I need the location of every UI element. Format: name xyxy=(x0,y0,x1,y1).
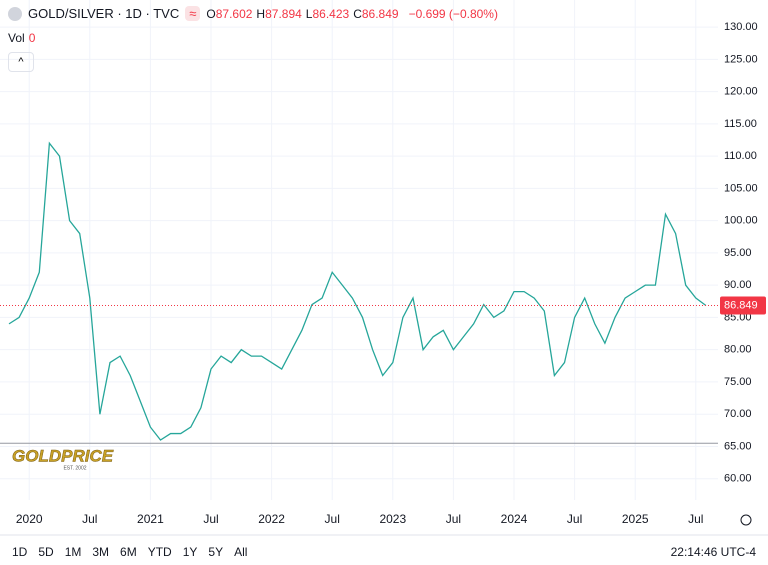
y-tick-label: 75.00 xyxy=(724,376,752,388)
y-tick-label: 105.00 xyxy=(724,182,758,194)
ohlc-value: 87.602 xyxy=(215,6,253,21)
ohlc-key: H xyxy=(256,6,266,21)
range-button[interactable]: YTD xyxy=(147,545,172,559)
badge[interactable]: ≈ xyxy=(185,6,201,21)
range-button[interactable]: 5Y xyxy=(208,545,224,559)
ohlc-key: C xyxy=(353,6,362,21)
x-tick-label: 2021 xyxy=(137,512,164,526)
y-tick-label: 60.00 xyxy=(724,473,752,485)
y-tick-label: 65.00 xyxy=(724,440,752,452)
range-button[interactable]: 1M xyxy=(64,545,82,559)
ohlc-key: L xyxy=(305,6,313,21)
last-price-box xyxy=(720,296,766,315)
y-tick-label: 70.00 xyxy=(724,408,752,420)
y-tick-label: 80.00 xyxy=(724,344,752,356)
x-tick-label: 2020 xyxy=(16,512,43,526)
range-button[interactable]: All xyxy=(234,545,248,559)
range-button[interactable]: 6M xyxy=(120,545,137,559)
range-toolbar: 1D 5D 1M 3M 6M YTD 1Y 5Y All xyxy=(12,545,247,559)
ohlc-key: O xyxy=(206,6,216,21)
x-tick-label: Jul xyxy=(446,512,461,526)
range-button[interactable]: 1D xyxy=(12,545,28,559)
chart: 60.0065.0070.0075.0080.0085.0090.0095.00… xyxy=(0,0,768,536)
logo-est: EST. 2002 xyxy=(63,465,86,471)
x-tick-label: Jul xyxy=(82,512,97,526)
range-button[interactable]: 5D xyxy=(38,545,54,559)
y-tick-label: 110.00 xyxy=(724,150,757,162)
y-tick-label: 95.00 xyxy=(724,247,752,259)
x-tick-label: Jul xyxy=(688,512,703,526)
clock: 22:14:46 UTC-4 xyxy=(670,545,756,559)
y-tick-label: 90.00 xyxy=(724,279,752,291)
x-tick-label: 2024 xyxy=(501,512,528,526)
y-tick-label: 120.00 xyxy=(724,86,758,98)
x-tick-label: Jul xyxy=(567,512,582,526)
x-tick-label: Jul xyxy=(203,512,218,526)
collapse-button[interactable]: ^ xyxy=(8,52,34,72)
x-tick-label: 2022 xyxy=(258,512,285,526)
settings-icon[interactable] xyxy=(740,514,752,526)
symbol-icon xyxy=(8,6,22,21)
x-tick-label: 2023 xyxy=(379,512,406,526)
legend-header: GOLD/SILVER · 1D · TVC ≈ O87.602 H87.894 L… xyxy=(8,6,498,21)
ohlc-value: 86.849 xyxy=(361,6,399,21)
ohlc-value: 87.894 xyxy=(265,6,302,21)
x-tick-label: Jul xyxy=(325,512,340,526)
range-button[interactable]: 1Y xyxy=(182,545,198,559)
symbol: GOLD/SILVER · 1D · TVC xyxy=(28,6,180,21)
x-tick-label: 2025 xyxy=(622,512,649,526)
ohlc-value: 86.423 xyxy=(312,6,350,21)
y-tick-label: 100.00 xyxy=(724,215,758,227)
price-line xyxy=(8,141,707,441)
vol-label: Vol xyxy=(8,31,25,45)
y-tick-label: 130.00 xyxy=(724,21,758,33)
y-tick-label: 115.00 xyxy=(724,118,757,130)
y-tick-label: 125.00 xyxy=(724,53,758,65)
vol-value: 0 xyxy=(28,31,36,45)
last-price-label: 86.849 xyxy=(724,299,758,311)
ohlc: O87.602 H87.894 L86.423 C86.849 xyxy=(206,7,402,21)
volume: Vol 0 xyxy=(8,31,35,45)
change: −0.699 (−0.80%) xyxy=(408,6,498,21)
range-button[interactable]: 3M xyxy=(92,545,110,559)
logo: GOLDPRICE xyxy=(12,446,114,465)
